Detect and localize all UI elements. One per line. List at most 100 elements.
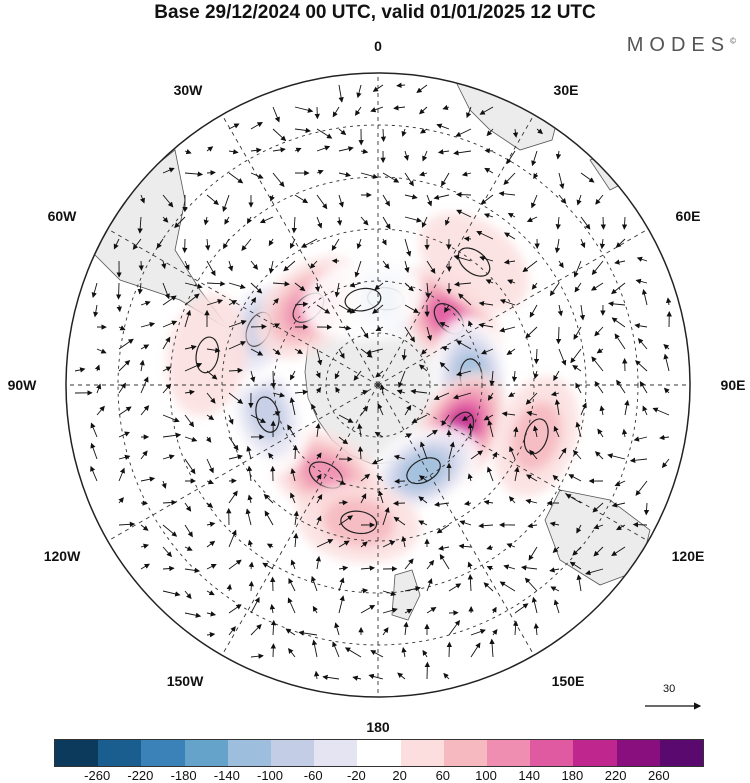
wind-arrow xyxy=(467,422,474,438)
wind-arrow xyxy=(94,364,101,372)
wind-arrow xyxy=(259,216,274,224)
wind-arrow xyxy=(272,392,286,398)
wind-arrow xyxy=(444,304,450,313)
wind-arrow xyxy=(433,392,450,401)
wind-arrow xyxy=(483,213,494,219)
wind-arrow xyxy=(293,510,299,526)
wind-arrow xyxy=(360,405,369,416)
wind-arrow xyxy=(222,194,230,213)
colorbar-tick-label: 220 xyxy=(604,768,627,783)
wind-arrow xyxy=(550,586,560,592)
wind-arrow xyxy=(659,434,670,441)
wind-arrow xyxy=(90,422,98,438)
wind-arrow xyxy=(118,325,126,331)
wind-arrow xyxy=(378,490,384,504)
wind-arrow xyxy=(614,259,626,265)
wind-arrow xyxy=(404,238,412,257)
meridian-line xyxy=(221,384,379,656)
wind-arrow xyxy=(557,304,563,317)
wind-arrow xyxy=(174,216,186,229)
wind-arrow xyxy=(228,341,247,350)
wind-arrow xyxy=(621,216,628,230)
wind-arrow xyxy=(558,172,565,190)
wind-arrow xyxy=(206,146,214,152)
wind-arrow xyxy=(455,128,472,137)
wind-arrow xyxy=(331,238,340,251)
wind-arrow xyxy=(140,476,156,482)
wind-arrow xyxy=(338,414,354,423)
meridian-line xyxy=(377,384,649,542)
wind-arrow xyxy=(118,382,127,394)
wind-arrow xyxy=(250,323,267,330)
wind-arrow xyxy=(527,522,538,529)
wind-arrow xyxy=(290,370,296,381)
wind-vectors xyxy=(74,82,672,681)
wind-arrow xyxy=(184,458,196,475)
colorbar-tick-label: -60 xyxy=(303,768,323,783)
wind-arrow xyxy=(503,259,516,265)
wind-arrow xyxy=(572,449,582,460)
wind-arrow xyxy=(536,128,544,135)
wind-arrow xyxy=(206,458,214,474)
wind-arrow xyxy=(206,479,214,485)
wind-arrow xyxy=(228,490,238,504)
wind-arrow xyxy=(228,392,244,404)
colorbar-tick-label: -220 xyxy=(127,768,154,783)
wind-arrow xyxy=(492,451,498,460)
wind-arrow xyxy=(499,581,516,592)
wind-arrow xyxy=(316,169,324,175)
wind-arrow xyxy=(621,428,628,438)
wind-arrow xyxy=(426,578,433,592)
wind-arrow xyxy=(553,425,560,438)
wind-arrow xyxy=(311,639,318,658)
wind-arrow xyxy=(579,304,586,321)
wind-arrow xyxy=(555,216,561,230)
colorbar-swatch xyxy=(314,740,358,766)
wind-arrow xyxy=(360,473,371,482)
wind-arrow xyxy=(315,422,321,438)
wind-arrow xyxy=(311,403,318,416)
wind-arrow xyxy=(393,454,406,460)
wind-arrow xyxy=(639,380,648,394)
wind-arrow xyxy=(372,84,384,92)
positive-anomaly xyxy=(419,212,529,312)
wind-arrow xyxy=(526,410,538,417)
wind-arrow xyxy=(334,282,340,298)
wind-arrow xyxy=(525,498,538,505)
wind-arrow xyxy=(461,171,472,177)
wind-arrow xyxy=(611,282,626,295)
wind-arrow xyxy=(357,446,364,460)
wind-arrow xyxy=(442,104,450,111)
wind-arrow xyxy=(294,389,309,395)
wind-arrow xyxy=(594,380,604,394)
wind-arrow xyxy=(349,304,362,314)
wind-arrow xyxy=(558,194,567,204)
contour-line xyxy=(457,247,491,277)
wind-arrow xyxy=(184,502,192,512)
wind-arrow xyxy=(272,128,287,142)
contour-line xyxy=(195,336,220,374)
wind-arrow xyxy=(599,405,605,416)
wind-arrow xyxy=(486,466,494,482)
wind-arrow xyxy=(526,474,538,482)
wind-arrow xyxy=(316,493,323,504)
wind-arrow xyxy=(485,279,494,285)
wind-arrow xyxy=(360,588,369,594)
wind-arrow xyxy=(365,348,384,355)
wind-arrow xyxy=(484,167,494,174)
wind-arrow xyxy=(360,148,369,155)
wind-arrow xyxy=(139,359,145,372)
wind-arrow xyxy=(270,370,277,389)
wind-arrow xyxy=(313,670,320,680)
wind-arrow xyxy=(266,543,274,549)
colorbar-tick-label: 180 xyxy=(561,768,584,783)
wind-arrow xyxy=(478,300,494,307)
wind-arrow xyxy=(246,465,253,482)
lon-label-150e: 150E xyxy=(551,673,585,689)
wind-arrow xyxy=(338,436,349,445)
wind-arrow xyxy=(508,391,516,398)
wind-arrow xyxy=(368,673,384,680)
wind-arrow xyxy=(248,580,254,592)
wind-arrow xyxy=(338,128,347,136)
wind-arrow xyxy=(96,405,105,416)
